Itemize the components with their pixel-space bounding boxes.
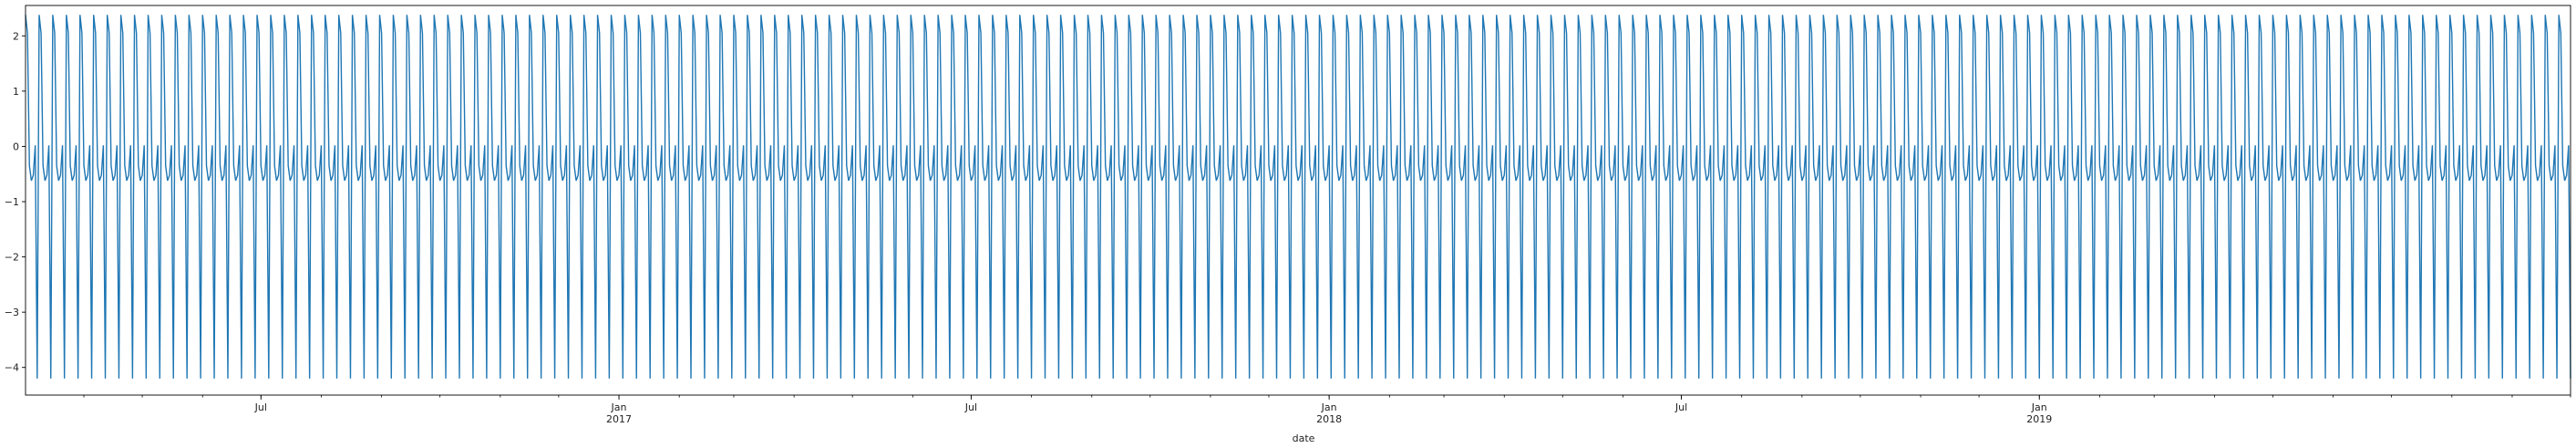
x-tick-label: Jul	[1674, 401, 1687, 413]
y-tick-label: −1	[5, 196, 19, 208]
y-tick-label: 2	[13, 30, 19, 42]
x-tick-year-label: 2019	[2026, 413, 2052, 425]
x-tick-label: Jul	[254, 401, 267, 413]
y-tick-label: −4	[5, 362, 19, 374]
series-line	[25, 15, 2571, 379]
y-tick-label: 1	[13, 86, 19, 98]
x-tick-label: Jan	[611, 401, 627, 413]
plot-area	[25, 5, 2571, 396]
x-tick-label: Jan	[2031, 401, 2047, 413]
y-axis: 2 1 0 −1 −2 −3 −4	[5, 30, 26, 374]
plot-frame	[25, 5, 2571, 396]
x-tick-label: Jan	[1321, 401, 1337, 413]
x-tick-year-label: 2017	[606, 413, 632, 425]
x-tick-label: Jul	[964, 401, 977, 413]
x-tick-year-label: 2018	[1316, 413, 1342, 425]
y-tick-label: −2	[5, 252, 19, 264]
y-tick-label: −3	[5, 307, 19, 318]
y-tick-label: 0	[13, 141, 19, 152]
x-axis-label: date	[1293, 432, 1315, 444]
